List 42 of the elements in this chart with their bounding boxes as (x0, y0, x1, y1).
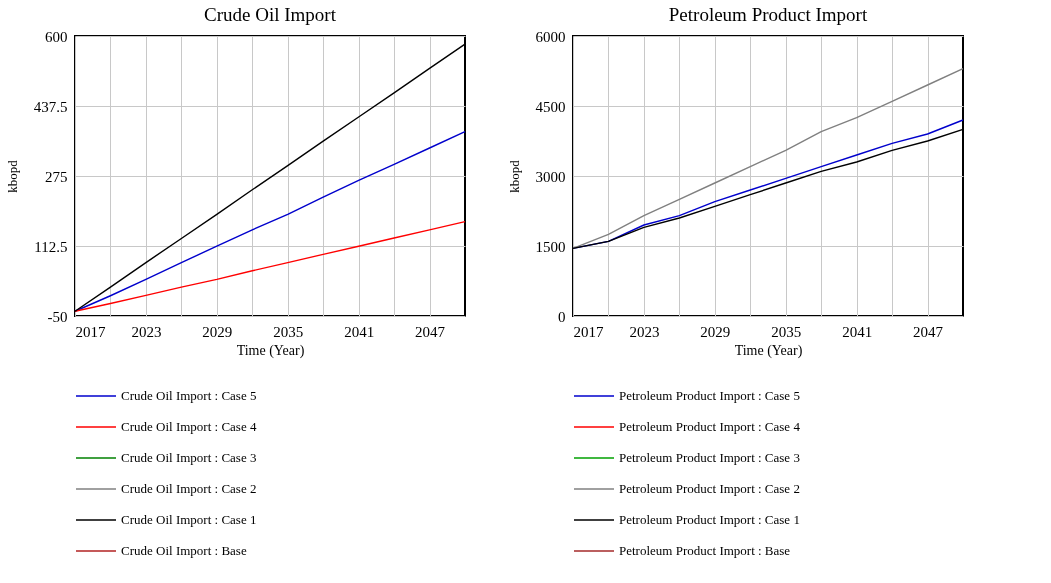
chart-title: Petroleum Product Import (668, 4, 868, 25)
chart-title: Crude Oil Import (204, 4, 337, 25)
legend-label: Petroleum Product Import : Case 5 (619, 388, 800, 403)
x-tick-label: 2017 (573, 323, 604, 340)
x-axis-title: Time (Year) (734, 342, 803, 359)
y-tick-label: 4500 (535, 98, 566, 115)
legend-label: Petroleum Product Import : Base (619, 543, 791, 558)
legend-label: Petroleum Product Import : Case 1 (619, 512, 800, 527)
legend-label: Crude Oil Import : Base (121, 543, 247, 558)
x-tick-label: 2023 (629, 323, 660, 340)
x-tick-label: 2029 (202, 323, 233, 340)
y-tick-label: 6000 (535, 28, 566, 45)
x-tick-label: 2023 (131, 323, 162, 340)
line-series (572, 67, 964, 250)
legend-label: Petroleum Product Import : Case 4 (619, 419, 801, 434)
x-tick-label: 2041 (344, 323, 375, 340)
x-tick-label: 2035 (771, 323, 802, 340)
legend-label: Petroleum Product Import : Case 3 (619, 450, 800, 465)
y-axis-title: kbopd (506, 159, 522, 193)
legend-label: Crude Oil Import : Case 5 (121, 388, 257, 403)
legend-label: Crude Oil Import : Case 2 (121, 481, 257, 496)
legend-label: Crude Oil Import : Case 1 (121, 512, 257, 527)
x-tick-label: 2041 (842, 323, 873, 340)
x-tick-label: 2035 (273, 323, 304, 340)
y-tick-label: 275 (45, 168, 68, 185)
y-axis-title: kbopd (4, 159, 20, 193)
y-tick-label: -50 (47, 308, 68, 325)
y-tick-label: 3000 (535, 168, 566, 185)
x-tick-label: 2047 (913, 323, 944, 340)
y-tick-label: 1500 (535, 238, 566, 255)
y-tick-label: 437.5 (33, 98, 68, 115)
y-tick-label: 600 (45, 28, 68, 45)
legend-label: Crude Oil Import : Case 4 (121, 419, 257, 434)
line-series (74, 220, 466, 312)
x-tick-label: 2017 (75, 323, 106, 340)
x-tick-label: 2029 (700, 323, 731, 340)
y-tick-label: 112.5 (34, 238, 68, 255)
legend-label: Petroleum Product Import : Case 2 (619, 481, 800, 496)
x-axis-title: Time (Year) (236, 342, 305, 359)
x-tick-label: 2047 (415, 323, 446, 340)
legend-label: Crude Oil Import : Case 3 (121, 450, 257, 465)
y-tick-label: 0 (558, 308, 566, 325)
